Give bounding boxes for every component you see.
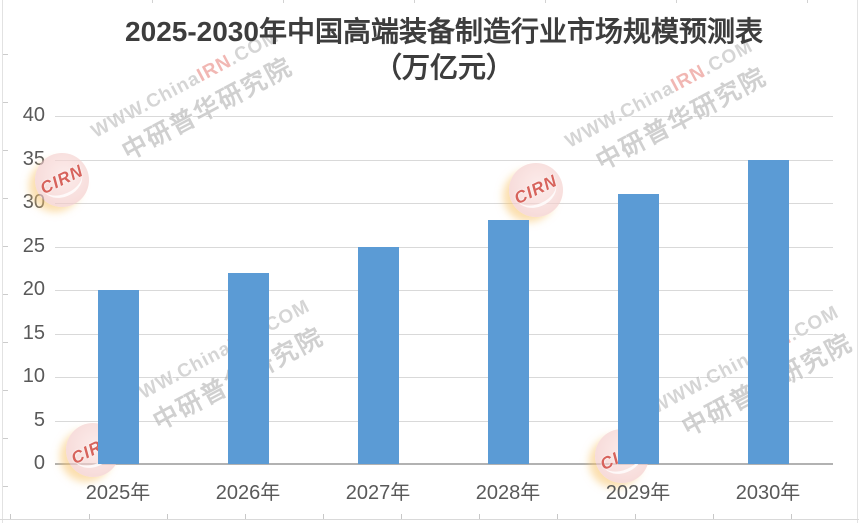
watermark-url: WWW.ChinaIRN.COM	[648, 302, 843, 420]
x-axis-label-2027年: 2027年	[345, 482, 411, 504]
sheet-edge-top	[0, 0, 859, 3]
gridline-25	[55, 246, 833, 248]
x-axis-label-2030年: 2030年	[735, 482, 801, 504]
y-axis-label-20: 20	[22, 278, 45, 300]
x-axis-line	[55, 463, 833, 465]
gridline-40	[55, 116, 833, 117]
chart-title: 2025-2030年中国高端装备制造行业市场规模预测表 （万亿元）	[55, 14, 833, 86]
y-axis-label-40: 40	[22, 104, 45, 126]
gridline-15	[55, 333, 833, 335]
y-axis-label-0: 0	[33, 452, 45, 474]
y-axis-label-35: 35	[22, 147, 45, 170]
chart-title-text: 2025-2030年中国高端装备制造行业市场规模预测表	[125, 16, 763, 47]
bar-2027年	[357, 246, 399, 464]
gridline-30	[55, 203, 833, 204]
bar-2029年	[617, 194, 659, 464]
gridline-20	[55, 290, 833, 291]
x-axis-label-2026年: 2026年	[215, 482, 281, 504]
watermark-url-part: WWW.China	[648, 343, 764, 419]
gridline-35	[55, 159, 833, 161]
watermark-url: WWW.ChinaIRN.COM	[119, 296, 314, 414]
y-axis-label-15: 15	[22, 321, 45, 344]
sheet-edge-right	[857, 0, 858, 523]
chart-title-unit: （万亿元）	[373, 52, 514, 83]
x-axis-label-2029年: 2029年	[605, 482, 671, 504]
bar-2030年	[747, 159, 789, 464]
gridline-5	[55, 420, 833, 422]
y-axis-label-30: 30	[22, 191, 45, 213]
sheet-edge-bottom	[0, 514, 859, 520]
y-axis-label-5: 5	[33, 408, 45, 431]
x-axis-label-2028年: 2028年	[475, 482, 541, 504]
sheet-edge-left	[2, 0, 8, 523]
gridline-10	[55, 377, 833, 378]
watermark-url-part: .COM	[785, 301, 843, 346]
y-axis-label-10: 10	[22, 365, 45, 387]
bar-2028年	[487, 220, 529, 464]
cirn-logo-icon: CIRN	[509, 163, 563, 217]
bar-2025年	[97, 290, 139, 464]
cirn-logo-text: CIRN	[511, 171, 561, 209]
bar-2026年	[227, 272, 269, 464]
y-axis-label-25: 25	[22, 234, 45, 257]
x-axis-label-2025年: 2025年	[85, 482, 151, 504]
cirn-swoosh-icon	[510, 167, 562, 215]
